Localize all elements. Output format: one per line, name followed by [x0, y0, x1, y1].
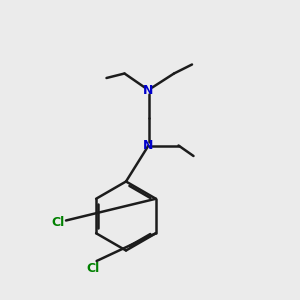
Text: N: N [143, 83, 154, 97]
Text: Cl: Cl [86, 262, 100, 275]
Text: Cl: Cl [52, 215, 65, 229]
Text: N: N [143, 139, 154, 152]
